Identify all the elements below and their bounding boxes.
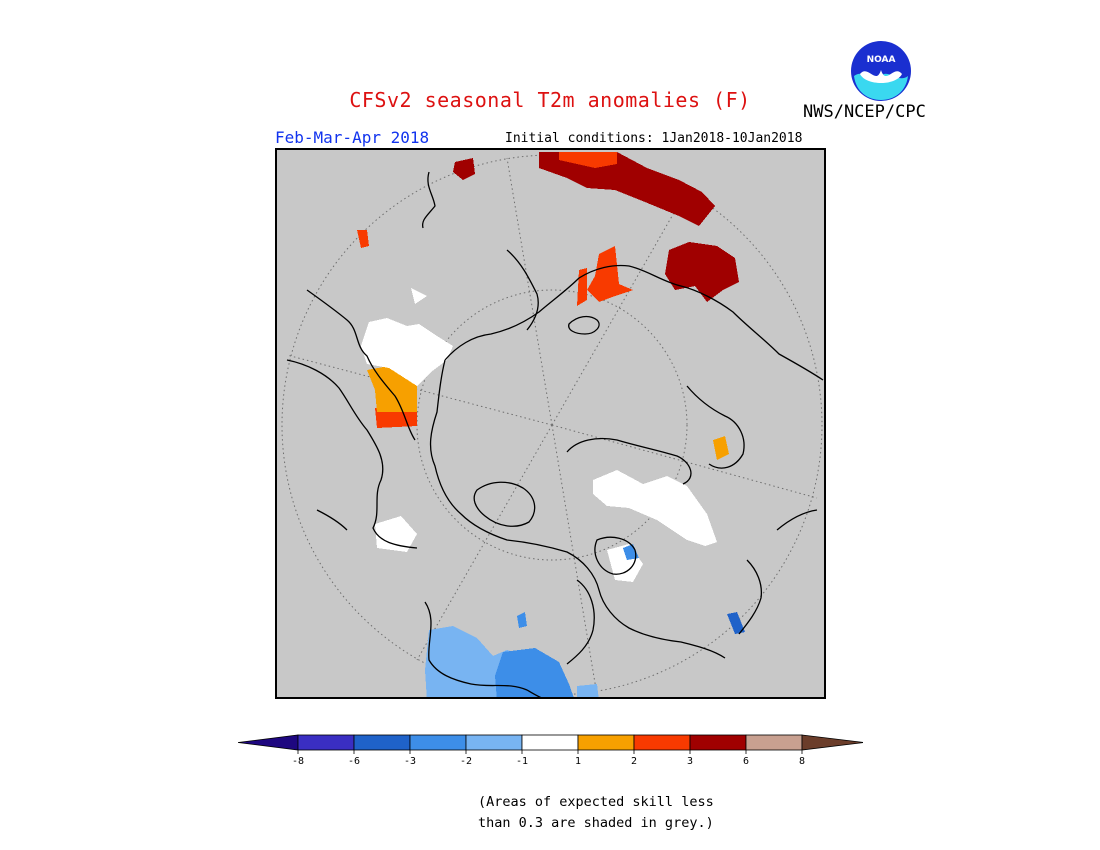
- anomaly-region-blue: [495, 648, 574, 697]
- legend-min-arrow: [237, 734, 299, 751]
- anomaly-region-red: [357, 230, 369, 248]
- initial-conditions-label: Initial conditions: 1Jan2018-10Jan2018: [505, 131, 803, 146]
- legend-tick-label: 6: [743, 756, 749, 767]
- polar-map: [275, 148, 826, 699]
- coastlines: [286, 171, 824, 697]
- legend-color-bin: [633, 734, 691, 751]
- anomaly-region-white: [593, 470, 717, 546]
- anomaly-region-dark-red: [453, 158, 475, 180]
- legend-color-bin: [353, 734, 411, 751]
- legend-color-bin: [521, 734, 579, 751]
- anomaly-region-dark-red: [539, 152, 715, 226]
- anomaly-region-light-blue: [577, 684, 599, 697]
- anomaly-region-red: [559, 152, 617, 168]
- legend-color-bin: [409, 734, 467, 751]
- anomaly-region-blue: [517, 612, 527, 628]
- footnote-line-1: (Areas of expected skill less: [478, 794, 714, 810]
- legend-color-bin: [689, 734, 747, 751]
- legend-tick-label: 3: [687, 756, 693, 767]
- anomaly-region-blue: [727, 612, 745, 634]
- anomaly-region-red: [587, 246, 633, 302]
- noaa-logo: NOAA: [850, 40, 912, 102]
- legend-tick-label: -2: [460, 756, 472, 767]
- legend-tick-label: -6: [348, 756, 360, 767]
- legend-tick-label: 1: [575, 756, 581, 767]
- footnote-line-2: than 0.3 are shaded in grey.): [478, 815, 714, 831]
- legend-color-bin: [465, 734, 523, 751]
- anomaly-region-orange: [713, 436, 729, 460]
- warm-anomaly-regions: [357, 152, 739, 460]
- legend-tick-label: 8: [799, 756, 805, 767]
- noaa-logo-text: NOAA: [867, 55, 896, 65]
- near-normal-regions: [361, 288, 717, 582]
- legend-color-bin: [577, 734, 635, 751]
- cold-anomaly-regions: [425, 544, 745, 697]
- legend-tick-label: -3: [404, 756, 416, 767]
- legend-max-arrow: [801, 734, 865, 751]
- legend-tick-label: -8: [292, 756, 304, 767]
- legend-color-bin: [297, 734, 355, 751]
- color-scale-legend: -8 -6 -3 -2 -1 1 2 3 6 8: [237, 730, 865, 770]
- legend-tick-label: -1: [516, 756, 528, 767]
- color-scale-bar: -8 -6 -3 -2 -1 1 2 3 6 8: [237, 734, 865, 767]
- skill-footnote: (Areas of expected skill less than 0.3 a…: [478, 792, 714, 834]
- legend-color-bin: [745, 734, 803, 751]
- season-label: Feb-Mar-Apr 2018: [275, 128, 430, 147]
- organization-label: NWS/NCEP/CPC: [803, 102, 926, 122]
- anomaly-region-white: [375, 516, 417, 552]
- polar-map-canvas: [281, 152, 824, 697]
- map-title: CFSv2 seasonal T2m anomalies (F): [349, 88, 751, 112]
- anomaly-region-blue: [623, 544, 639, 560]
- anomaly-region-white: [361, 318, 453, 386]
- legend-tick-label: 2: [631, 756, 637, 767]
- anomaly-region-white: [411, 288, 427, 304]
